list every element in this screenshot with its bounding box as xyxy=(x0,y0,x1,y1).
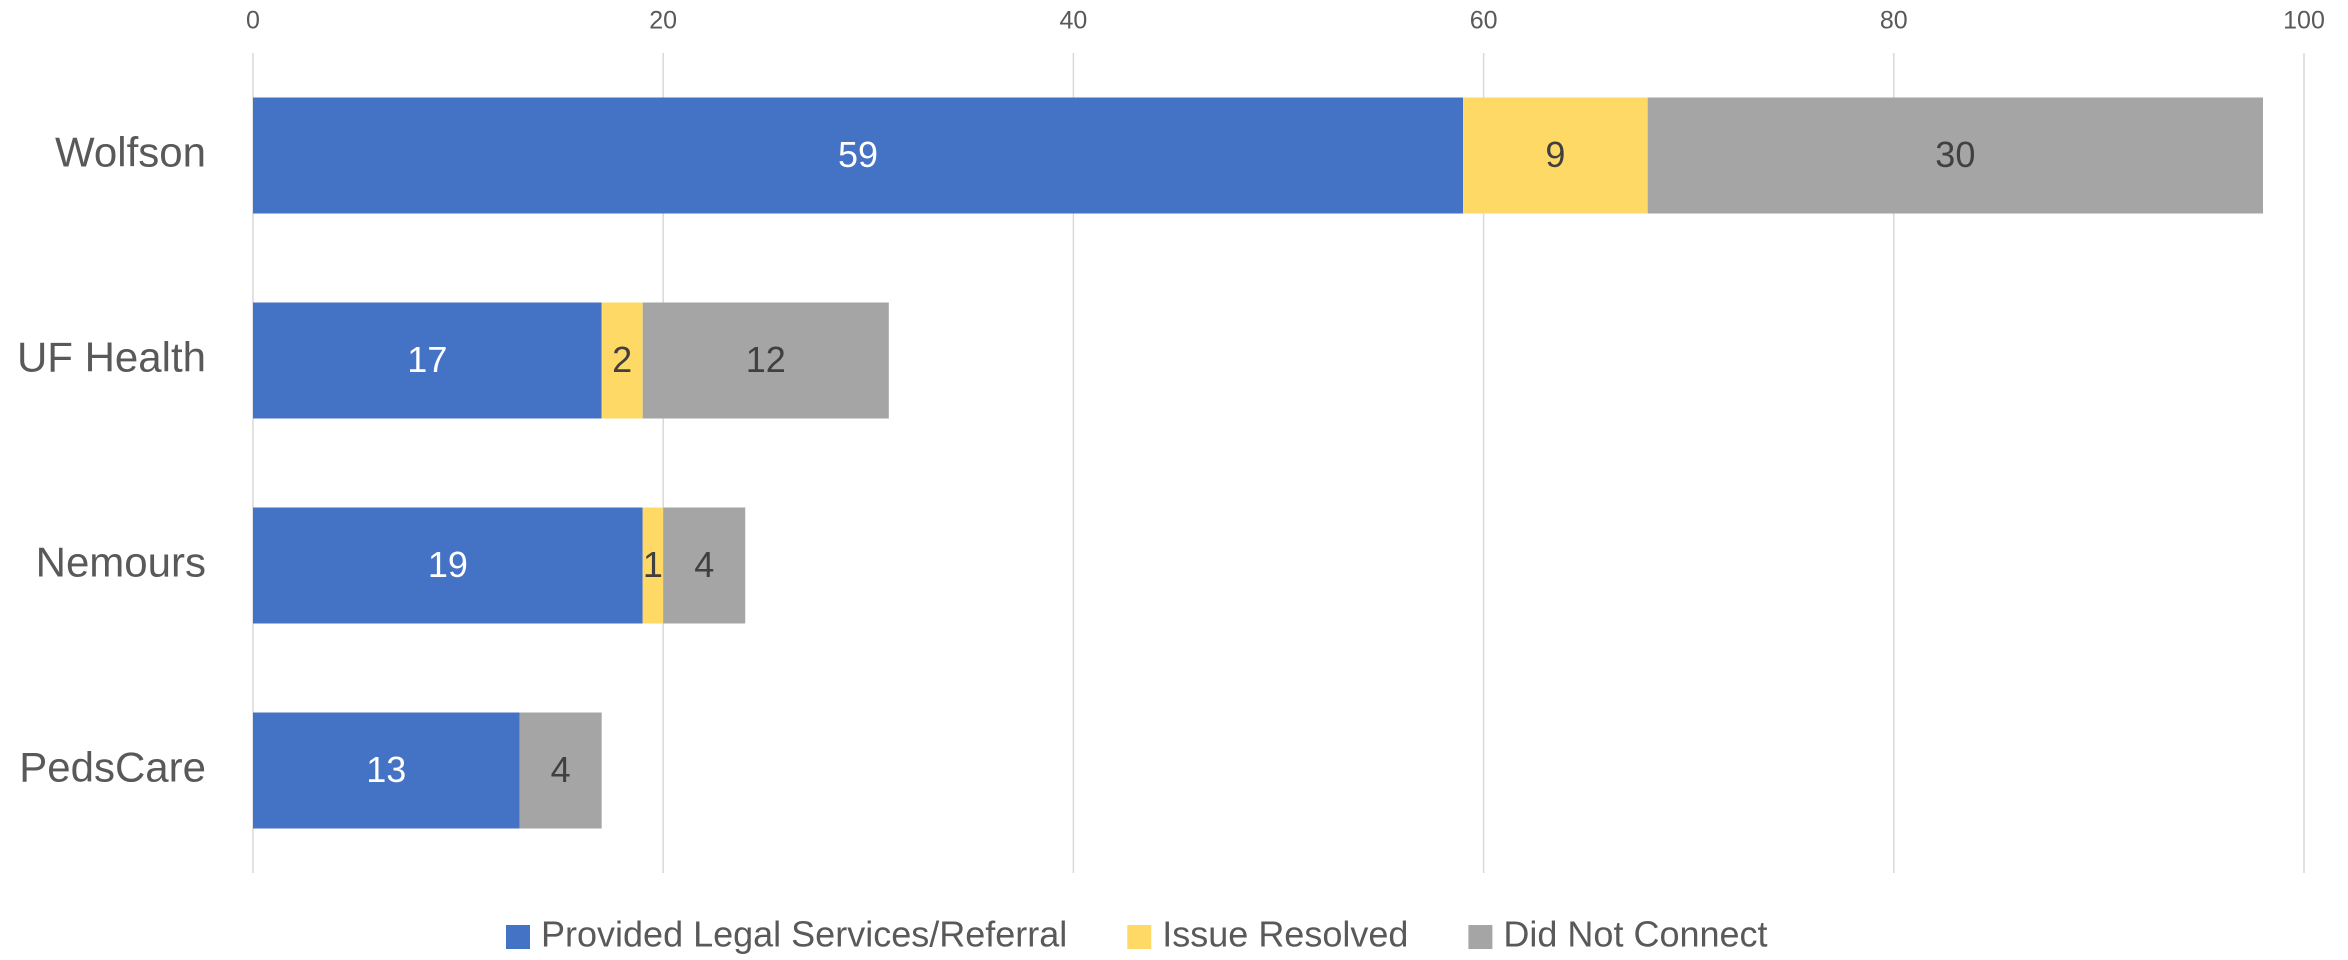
bar-segment xyxy=(253,97,1464,214)
bar-segment xyxy=(253,302,602,419)
data-label: 4 xyxy=(551,749,571,790)
legend-swatch xyxy=(1127,925,1152,949)
bar-segment xyxy=(253,712,520,829)
data-label: 19 xyxy=(428,544,468,585)
data-label: 59 xyxy=(838,134,878,175)
data-label: 9 xyxy=(1545,134,1565,175)
y-tick-label: PedsCare xyxy=(19,744,206,791)
bar-segment xyxy=(601,302,643,419)
bar-segment xyxy=(253,507,643,624)
y-tick-label: Wolfson xyxy=(55,129,206,176)
legend-label: Provided Legal Services/Referral xyxy=(541,914,1067,955)
data-label: 17 xyxy=(407,339,447,380)
data-label: 12 xyxy=(746,339,786,380)
data-label: 1 xyxy=(643,544,663,585)
y-tick-label: UF Health xyxy=(17,334,206,381)
x-tick-label: 0 xyxy=(246,7,260,35)
legend-label: Issue Resolved xyxy=(1162,914,1408,955)
data-label: 13 xyxy=(366,749,406,790)
bar-segment xyxy=(1647,97,2263,214)
x-tick-label: 60 xyxy=(1470,7,1498,35)
x-tick-label: 40 xyxy=(1059,7,1087,35)
legend-swatch xyxy=(506,925,530,949)
bar-segment xyxy=(663,507,746,624)
x-tick-label: 100 xyxy=(2283,7,2325,35)
legend-label: Did Not Connect xyxy=(1503,914,1767,955)
x-tick-label: 20 xyxy=(649,7,677,35)
x-tick-label: 80 xyxy=(1880,7,1908,35)
bar-segment xyxy=(642,507,664,624)
data-label: 2 xyxy=(612,339,632,380)
y-tick-label: Nemours xyxy=(36,539,206,586)
data-label: 30 xyxy=(1935,134,1975,175)
bar-segment xyxy=(642,302,889,419)
data-label: 4 xyxy=(694,544,714,585)
legend-swatch xyxy=(1468,925,1493,949)
bar-segment xyxy=(519,712,602,829)
bar-segment xyxy=(1463,97,1648,214)
